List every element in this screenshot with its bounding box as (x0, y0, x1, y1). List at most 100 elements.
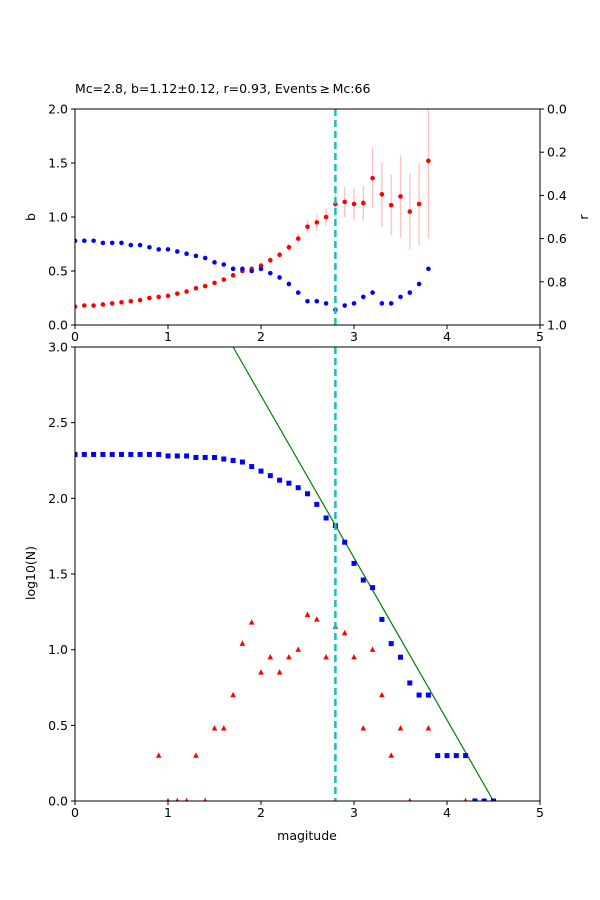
x-tick-label: 0 (71, 805, 79, 820)
r-value-point (109, 240, 115, 246)
r-value-point (258, 266, 264, 272)
r-value-point (75, 238, 78, 244)
right-y-tick-label: 0.2 (547, 145, 567, 160)
data-point-triangle (341, 629, 348, 636)
data-point-triangle (221, 725, 227, 731)
r-value-point (286, 281, 292, 287)
data-point-square (491, 798, 496, 801)
data-point-square (165, 453, 171, 459)
data-point-triangle (276, 669, 283, 675)
r-value-point (212, 260, 217, 265)
b-value-point (193, 285, 199, 291)
r-value-point (230, 266, 236, 272)
data-point-square (156, 451, 162, 457)
top-plot-title: Mc=2.8, b=1.12±0.12, r=0.93, Events ≥ Mc… (75, 81, 370, 96)
r-value-point (165, 247, 171, 252)
r-value-point (128, 242, 134, 248)
data-point-triangle (230, 691, 236, 698)
data-point-square (146, 451, 152, 457)
b-value-point (75, 304, 78, 309)
r-value-point (277, 275, 282, 280)
data-point-square (184, 453, 190, 459)
data-point-triangle (295, 646, 301, 652)
b-value-point (128, 298, 134, 304)
b-value-point (91, 303, 96, 308)
r-value-point (305, 298, 310, 304)
r-value-point (119, 240, 124, 246)
axes-frame (74, 108, 541, 326)
b-value-point (407, 209, 413, 214)
b-value-point (277, 252, 282, 258)
data-point-square (221, 456, 227, 462)
x-tick-label: 2 (257, 805, 265, 820)
axes-frame (74, 346, 541, 802)
data-point-square (407, 680, 413, 686)
data-point-square (472, 798, 478, 801)
x-tick-label: 3 (350, 805, 358, 820)
data-point-triangle (304, 611, 311, 618)
data-point-square (425, 692, 431, 698)
data-point-triangle (166, 797, 170, 801)
y-tick-label: 0.5 (48, 718, 68, 733)
data-point-triangle (184, 797, 189, 801)
data-point-square (75, 451, 78, 457)
fit-line (232, 347, 495, 801)
data-point-square (463, 753, 469, 759)
r-value-point (379, 301, 385, 306)
data-point-triangle (463, 797, 468, 801)
data-point-triangle (397, 725, 404, 731)
data-point-square (388, 641, 394, 647)
r-value-point (323, 301, 329, 306)
y-tick-label: 2.5 (48, 415, 68, 430)
data-point-triangle (379, 691, 385, 698)
data-point-square (91, 451, 97, 457)
b-value-point (119, 300, 124, 305)
r-value-point (342, 303, 348, 308)
b-value-point (268, 257, 273, 263)
x-tick-label: 5 (536, 329, 544, 344)
r-value-point (416, 281, 422, 287)
b-value-point (388, 202, 394, 208)
data-point-square (295, 485, 301, 491)
data-point-square (314, 501, 320, 507)
r-value-point (100, 240, 106, 246)
x-tick-label: 4 (443, 805, 451, 820)
y-tick-label: 2.0 (48, 491, 68, 506)
data-point-triangle (369, 646, 376, 652)
data-point-triangle (388, 752, 394, 758)
data-point-triangle (360, 725, 367, 731)
b-value-point (202, 283, 208, 289)
data-point-square (435, 753, 441, 759)
r-value-point (268, 270, 273, 276)
r-value-point (156, 247, 161, 252)
y-tick-label: 1.5 (48, 156, 68, 171)
b-value-point (286, 244, 292, 250)
data-point-square (416, 692, 422, 698)
top-right-axis-label: r (576, 214, 591, 220)
data-point-square (305, 491, 310, 497)
r-value-point (147, 244, 152, 250)
r-value-point (240, 266, 245, 272)
data-point-square (453, 753, 459, 759)
b-value-point (165, 293, 171, 299)
r-value-point (370, 290, 375, 295)
data-point-square (360, 577, 366, 583)
data-point-triangle (351, 654, 357, 660)
b-value-point (100, 302, 106, 307)
b-value-point (361, 200, 366, 206)
data-point-square (230, 458, 236, 463)
y-tick-label: 1.5 (48, 567, 68, 582)
data-point-square (370, 585, 376, 591)
y-tick-label: 1.0 (48, 210, 68, 225)
frequency-magnitude-plot: 0 1 2 3 4 5 0.0 0.5 1.0 1.5 2.0 2.5 3.0 magitude log… (23, 340, 544, 844)
data-point-square (277, 477, 283, 483)
data-point-square (379, 616, 385, 622)
data-point-square (128, 451, 134, 457)
r-value-point (388, 301, 394, 306)
r-value-point (175, 249, 180, 254)
y-tick-label: 3.0 (48, 340, 68, 355)
b-value-point (137, 297, 143, 303)
b-value-point (212, 280, 217, 286)
bottom-plot-content: 0 1 2 3 4 5 0.0 0.5 1.0 1.5 2.0 2.5 3.0 (48, 340, 544, 821)
